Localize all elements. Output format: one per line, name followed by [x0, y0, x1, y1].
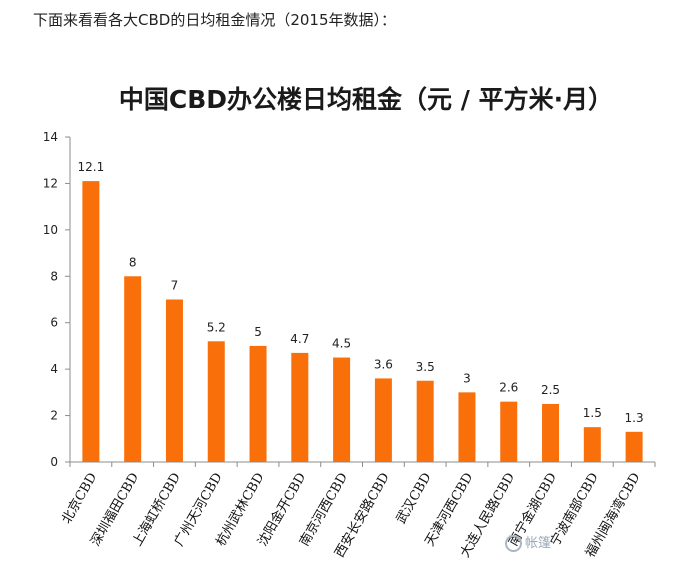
x-tick-labels: 北京CBD深圳福田CBD上海虹桥CBD广州天河CBD杭州武林CBD沈阳金开CBD…: [59, 470, 643, 560]
bar: [625, 431, 643, 462]
data-label: 4.5: [332, 337, 351, 351]
data-label: 12.1: [78, 160, 105, 174]
data-label: 3: [463, 371, 471, 385]
y-tick-label: 8: [50, 269, 58, 283]
bar: [207, 341, 225, 462]
data-label: 2.5: [541, 383, 560, 397]
bar: [583, 427, 601, 462]
bar: [500, 401, 518, 462]
data-label: 3.5: [416, 360, 435, 374]
y-tick-label: 10: [43, 223, 58, 237]
bar: [374, 378, 392, 462]
bar: [124, 276, 142, 462]
data-label: 8: [129, 255, 137, 269]
bar: [542, 403, 560, 462]
axes: 0 2 4 6 8 10 12 14: [43, 130, 656, 469]
data-label: 2.6: [499, 381, 518, 395]
y-tick-label: 0: [50, 455, 58, 469]
y-tick-label: 4: [50, 362, 58, 376]
data-labels: 12.1 8 7 5.2 5 4.7 4.5 3.6 3.5 3 2.6 2.5 1.5 1.3: [78, 160, 644, 425]
data-label: 5.2: [207, 320, 226, 334]
x-tick-label: 北京CBD: [59, 471, 100, 527]
data-label: 3.6: [374, 357, 393, 371]
watermark-text: 帐篷: [525, 536, 552, 551]
bar: [82, 181, 100, 462]
y-tick-label: 14: [43, 130, 58, 144]
data-label: 1.3: [625, 411, 644, 425]
bar: [165, 299, 183, 462]
data-label: 7: [171, 279, 179, 293]
x-tick-label: 武汉CBD: [394, 471, 435, 527]
data-label: 1.5: [583, 406, 602, 420]
y-tick-label: 6: [50, 316, 58, 330]
y-tick-label: 12: [43, 176, 58, 190]
bars: [82, 181, 643, 462]
watermark: 帐篷: [505, 532, 551, 552]
bar: [333, 357, 351, 462]
bar: [458, 392, 476, 462]
watermark-icon: [505, 535, 522, 552]
chart-title: 中国CBD办公楼日均租金（元 / 平方米·月）: [119, 85, 613, 114]
bar: [291, 352, 309, 462]
data-label: 4.7: [290, 332, 309, 346]
data-label: 5: [254, 325, 262, 339]
y-tick-label: 2: [50, 409, 58, 423]
bar: [249, 345, 267, 462]
intro-text: 下面来看看各大CBD的日均租金情况（2015年数据）：: [33, 11, 396, 29]
bar: [416, 380, 434, 462]
